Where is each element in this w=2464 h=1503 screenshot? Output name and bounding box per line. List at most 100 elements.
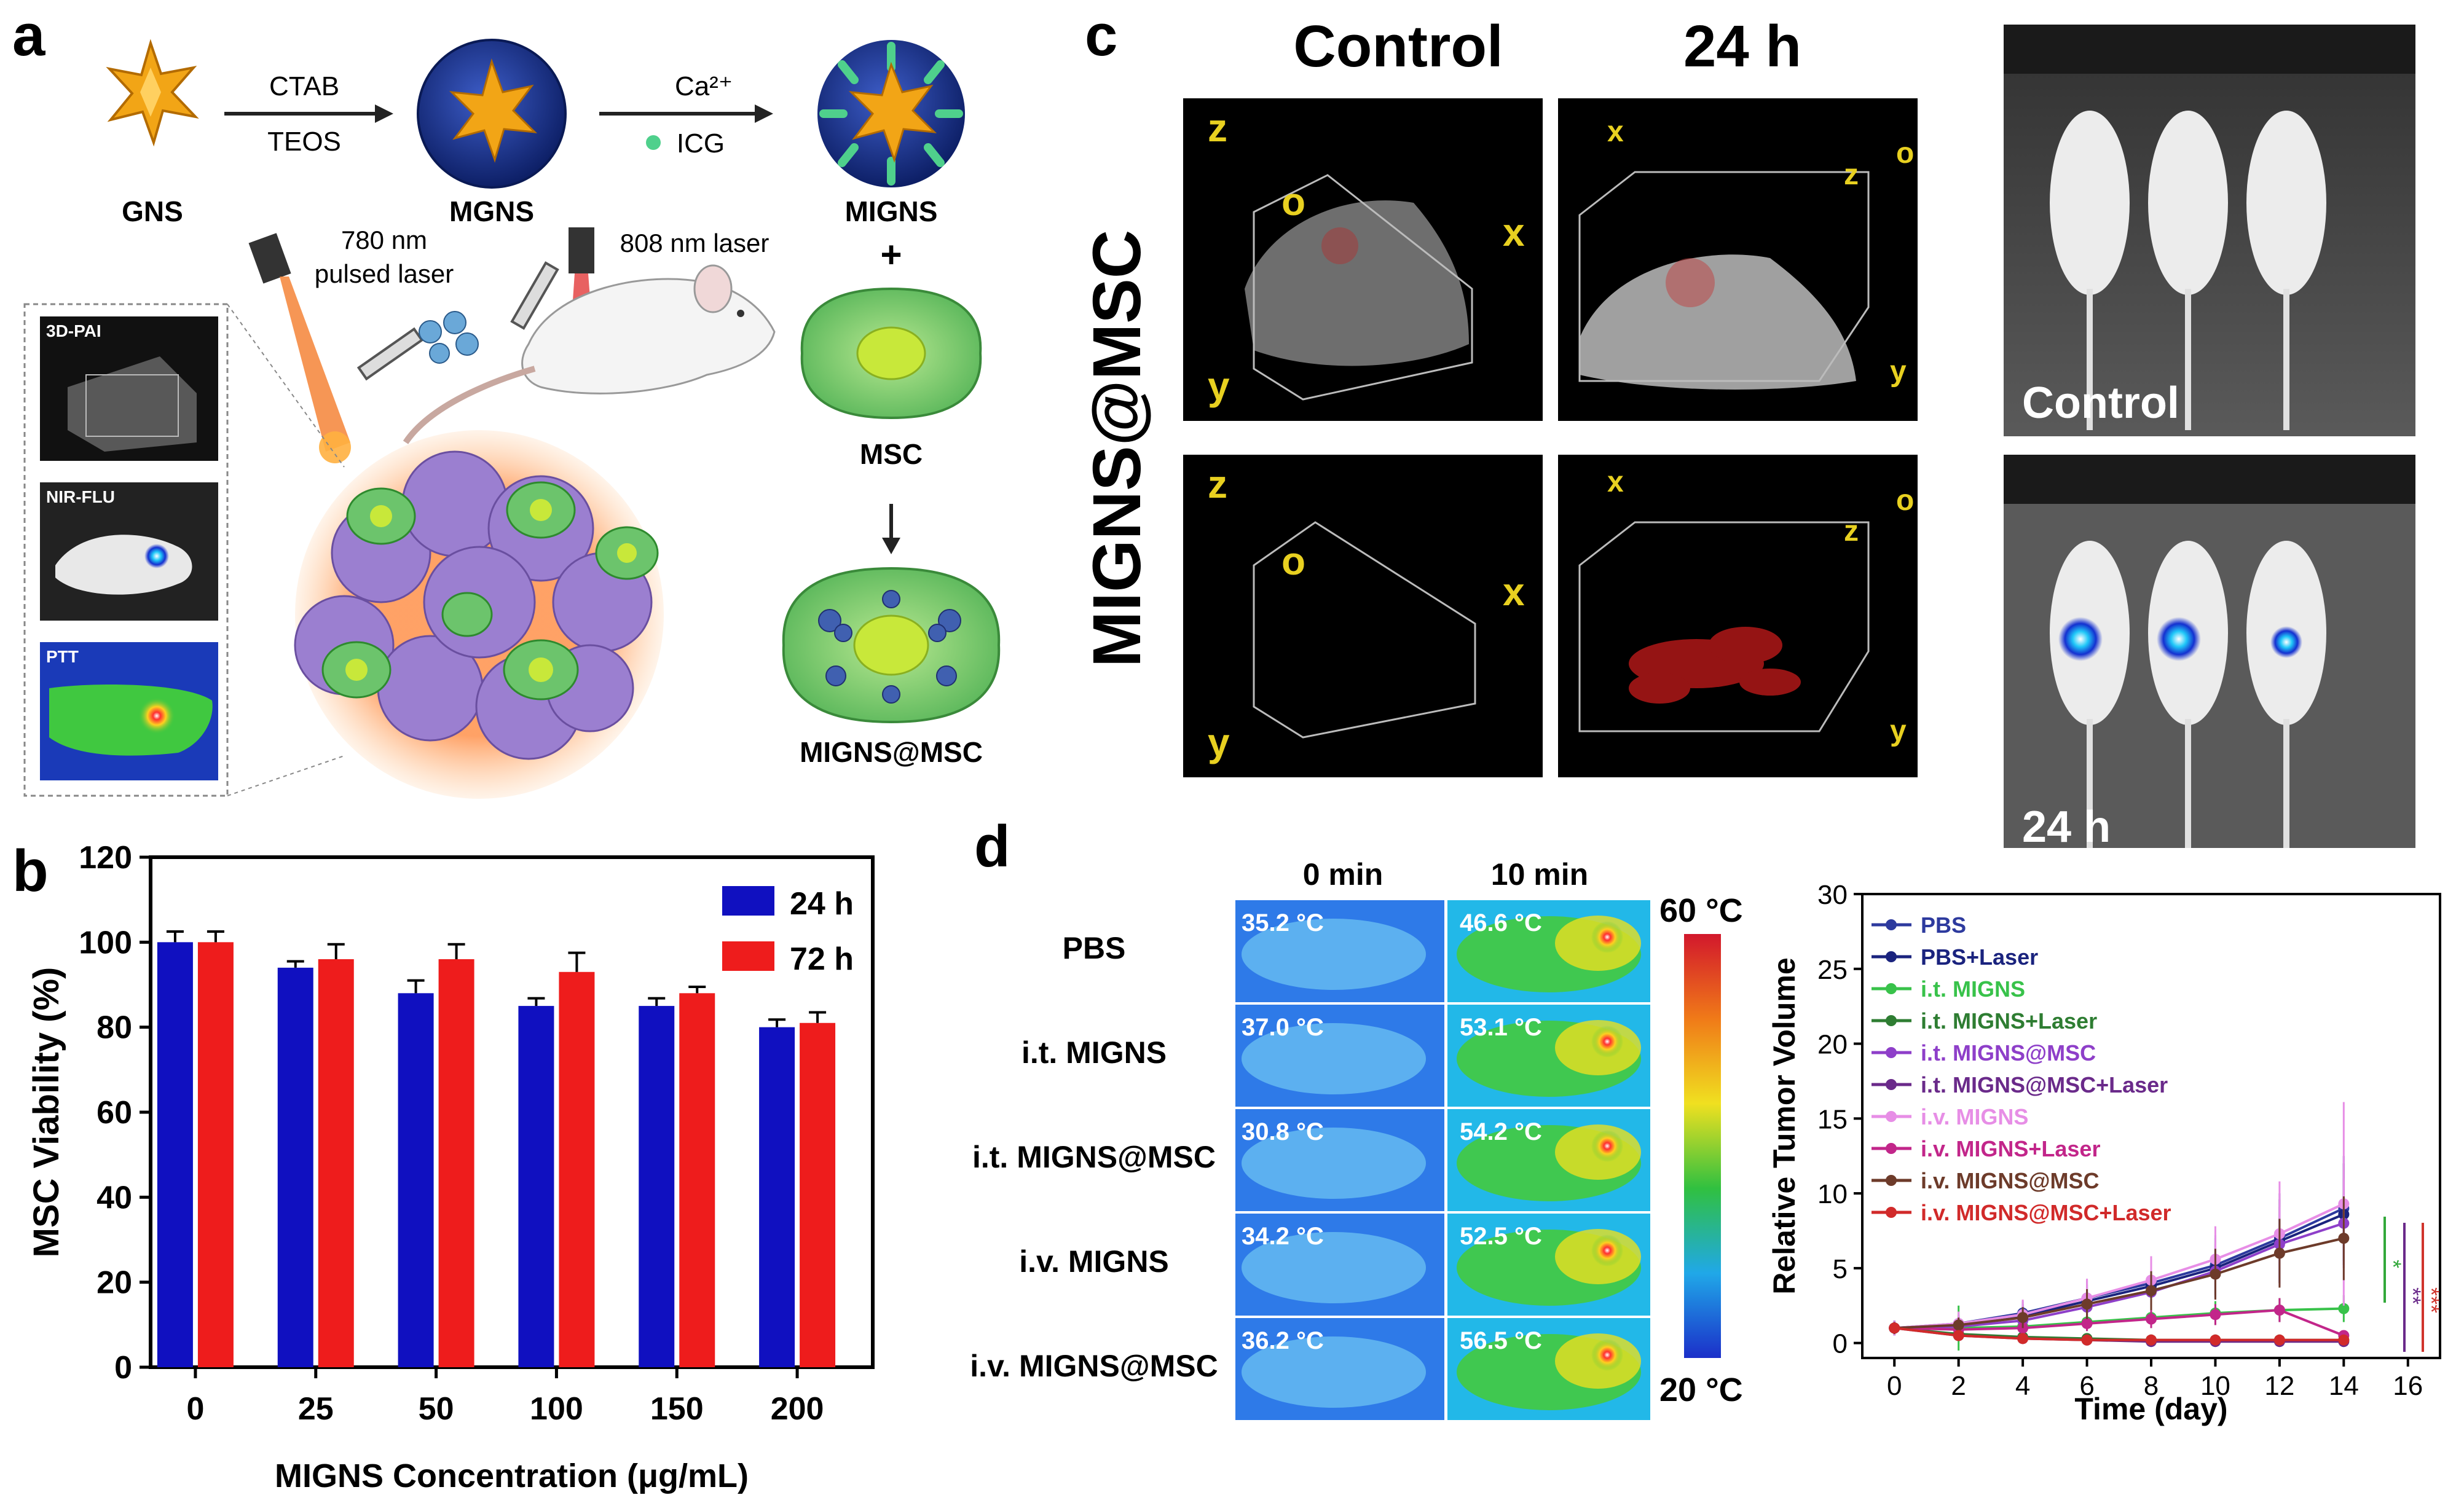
y-tick-label: 120 <box>79 840 132 876</box>
legend-label: i.t. MIGNS@MSC+Laser <box>1921 1072 2168 1097</box>
legend-label: PBS+Laser <box>1921 944 2038 970</box>
thermal-mouse-body <box>1242 1128 1426 1199</box>
legend-marker <box>1886 1175 1897 1186</box>
svg-text:x: x <box>1607 466 1624 498</box>
thermal-temp-0min: 36.2 °C <box>1242 1327 1324 1354</box>
bar <box>157 942 193 1367</box>
inset-connector-bottom <box>227 755 345 796</box>
data-point <box>2338 1233 2350 1244</box>
thermal-temp-0min: 30.8 °C <box>1242 1118 1324 1145</box>
pa-image-24h-bottom: x z o y <box>1558 455 1918 777</box>
bar-chart-b: 0 20 40 60 80 100 120 MSC Viability (%) 0 25 50 100… <box>26 840 875 1494</box>
x-tick-label: 6 <box>2079 1371 2094 1401</box>
lum-signal-icon <box>2157 617 2201 661</box>
laser-780-line1: 780 nm <box>341 226 427 254</box>
y-tick-label: 80 <box>96 1010 132 1046</box>
x-tick-label: 200 <box>771 1391 824 1427</box>
pa-image-24h-top: x z o y <box>1558 98 1918 421</box>
bar <box>398 993 434 1367</box>
thermal-temp-10min: 53.1 °C <box>1460 1014 1542 1041</box>
x-tick-label: 0 <box>1887 1371 1902 1401</box>
legend-marker <box>1886 1047 1897 1058</box>
icg-label: ICG <box>677 128 725 159</box>
bar <box>679 993 715 1367</box>
panel-d-letter: d <box>974 814 1010 879</box>
x-axis-label: MIGNS Concentration (μg/mL) <box>275 1458 749 1494</box>
data-point <box>2273 1305 2285 1316</box>
gns-label: GNS <box>122 195 183 227</box>
data-point <box>2146 1313 2157 1325</box>
legend-label: i.v. MIGNS+Laser <box>1921 1136 2100 1161</box>
y-tick-label: 15 <box>1817 1104 1848 1134</box>
thermal-hotspot-core <box>1591 1130 1623 1162</box>
migns-msc-cell-icon <box>782 567 1001 724</box>
row-label-migns-msc: MIGNS@MSC <box>1079 230 1155 667</box>
msc-label: MSC <box>860 438 923 470</box>
panel-d: d 0 min 10 min PBS 35.2 °C 46.6 °C i.t. MIG… <box>970 814 2444 1426</box>
svg-text:z: z <box>1844 159 1859 191</box>
data-point <box>1953 1319 1964 1331</box>
mouse-illustration-icon <box>403 264 776 444</box>
inset-3d-pai: 3D-PAI <box>40 316 218 461</box>
ca-label: Ca²⁺ <box>675 71 733 101</box>
legend-swatch <box>722 886 774 916</box>
thermal-row-label: i.v. MIGNS <box>1019 1244 1169 1279</box>
laser-808-label: 808 nm laser <box>620 229 770 257</box>
data-point <box>2146 1285 2157 1297</box>
inset-pai-label: 3D-PAI <box>46 321 101 340</box>
thermal-hotspot-core <box>1591 921 1623 953</box>
thermal-temp-0min: 34.2 °C <box>1242 1223 1324 1250</box>
data-point <box>1889 1322 1900 1334</box>
thermal-temp-0min: 35.2 °C <box>1242 909 1324 936</box>
x-tick-label: 12 <box>2264 1371 2294 1401</box>
icg-dot-icon <box>646 135 661 150</box>
data-point <box>2146 1334 2157 1346</box>
thermal-row-label: i.t. MIGNS <box>1021 1035 1167 1070</box>
syringe-icon <box>356 261 559 381</box>
nanoparticle-cluster-icon <box>419 311 479 364</box>
teos-label: TEOS <box>267 127 341 157</box>
svg-text:x: x <box>1503 210 1525 254</box>
x-tick-label: 4 <box>2015 1371 2030 1401</box>
svg-text:x: x <box>1503 570 1525 614</box>
arrow-2-head <box>755 104 773 123</box>
legend-marker <box>1886 1015 1897 1026</box>
inset-flu-label: NIR-FLU <box>46 487 115 506</box>
y-tick-label: 100 <box>79 925 132 960</box>
series-line <box>1894 1222 2344 1330</box>
data-point <box>2081 1298 2093 1310</box>
legend-label: i.v. MIGNS@MSC <box>1921 1168 2099 1193</box>
bar <box>197 942 234 1367</box>
data-point <box>2210 1334 2221 1346</box>
pa-image-control-bottom: z o x y <box>1183 455 1543 777</box>
thermal-image-grid: PBS 35.2 °C 46.6 °C i.t. MIGNS 37.0 °C 53.1 °… <box>970 900 1650 1420</box>
thermal-col-0min: 0 min <box>1303 857 1384 892</box>
y-tick-label: 5 <box>1833 1254 1848 1284</box>
thermal-mouse-body <box>1242 919 1426 990</box>
svg-text:y: y <box>1208 364 1230 408</box>
data-point <box>2338 1334 2350 1346</box>
series-line <box>1894 1237 2344 1330</box>
legend-label: 24 h <box>790 886 854 922</box>
panel-b: b 0 20 40 60 80 100 120 MSC Viability (%) 0 25 50 1… <box>12 838 875 1494</box>
legend-label: PBS <box>1921 912 1966 938</box>
legend-marker <box>1886 1143 1897 1154</box>
x-tick-label: 8 <box>2144 1371 2159 1401</box>
thermal-hotspot-core <box>1591 1234 1623 1266</box>
legend-label: i.v. MIGNS@MSC+Laser <box>1921 1200 2171 1225</box>
thermal-row-label: i.t. MIGNS@MSC <box>972 1140 1216 1174</box>
lum-signal-icon <box>2270 626 2302 658</box>
y-axis-label: Relative Tumor Volume <box>1767 957 1801 1294</box>
data-point <box>2017 1333 2029 1344</box>
bar <box>318 959 354 1367</box>
x-tick-label: 16 <box>2393 1371 2423 1401</box>
bar <box>559 971 595 1367</box>
x-tick-label: 14 <box>2329 1371 2359 1401</box>
data-point <box>2017 1312 2029 1324</box>
x-axis-label: Time (day) <box>2074 1392 2227 1426</box>
laser-780-line2: pulsed laser <box>315 259 454 288</box>
series-line <box>1894 1309 2345 1337</box>
ctab-label: CTAB <box>269 71 339 101</box>
y-tick-label: 0 <box>114 1350 132 1386</box>
thermal-temp-10min: 54.2 °C <box>1460 1118 1542 1145</box>
